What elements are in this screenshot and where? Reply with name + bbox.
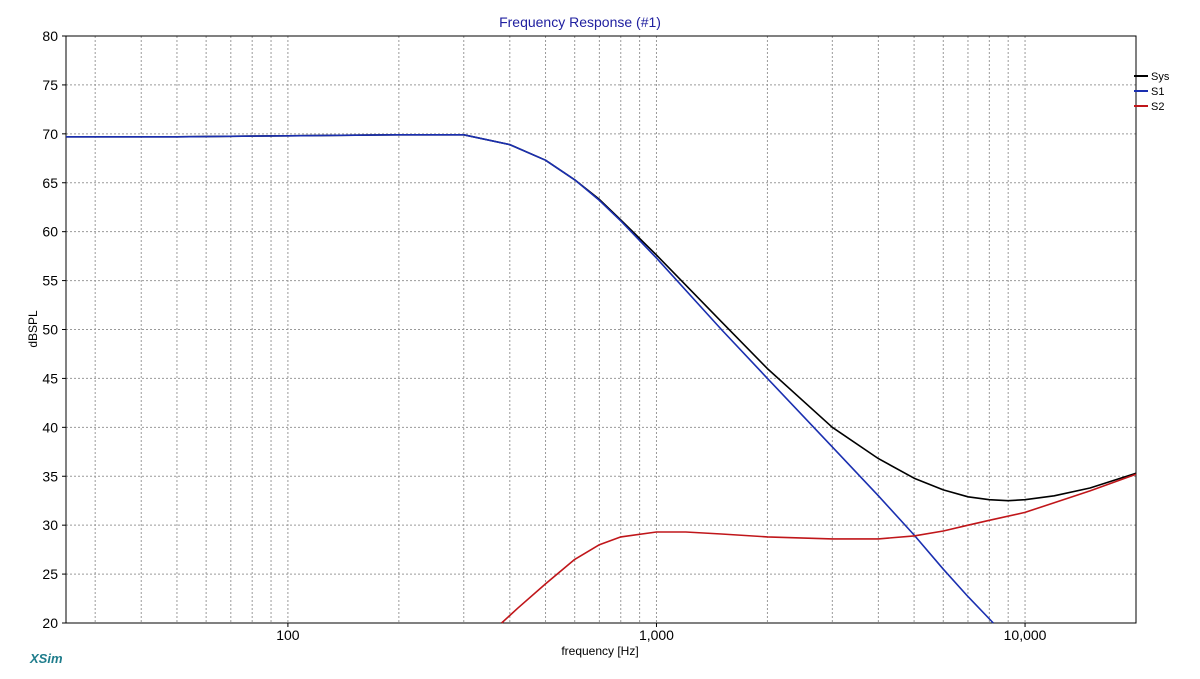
chart-title: Frequency Response (#1) <box>499 14 661 30</box>
y-tick-label: 45 <box>42 370 58 386</box>
y-tick-label: 80 <box>42 28 58 44</box>
brand-logo: XSim <box>29 651 63 666</box>
series-line-s1 <box>66 134 994 624</box>
legend: Sys S1 S2 <box>1134 71 1170 113</box>
x-tick-label: 100 <box>276 627 300 643</box>
x-tick-label: 1,000 <box>639 627 674 643</box>
series-group <box>66 134 1137 624</box>
y-tick-label: 40 <box>42 419 58 435</box>
y-tick-label: 65 <box>42 175 58 191</box>
x-axis-label: frequency [Hz] <box>561 644 638 658</box>
y-axis-ticks: 20 25 30 35 40 45 50 55 60 65 70 75 80 <box>42 28 66 631</box>
y-tick-label: 35 <box>42 468 58 484</box>
x-axis-ticks: 100 1,000 10,000 <box>276 623 1047 643</box>
legend-label-s2: S2 <box>1151 101 1164 113</box>
y-tick-label: 55 <box>42 273 58 289</box>
y-tick-label: 30 <box>42 517 58 533</box>
y-tick-label: 75 <box>42 77 58 93</box>
y-tick-label: 25 <box>42 566 58 582</box>
y-tick-label: 20 <box>42 615 58 631</box>
y-tick-label: 60 <box>42 224 58 240</box>
y-tick-label: 50 <box>42 322 58 338</box>
legend-label-sys: Sys <box>1151 71 1170 83</box>
y-axis-label: dBSPL <box>26 310 40 348</box>
x-tick-label: 10,000 <box>1004 627 1047 643</box>
series-line-s2 <box>501 473 1137 624</box>
y-tick-label: 70 <box>42 126 58 142</box>
legend-label-s1: S1 <box>1151 86 1164 98</box>
